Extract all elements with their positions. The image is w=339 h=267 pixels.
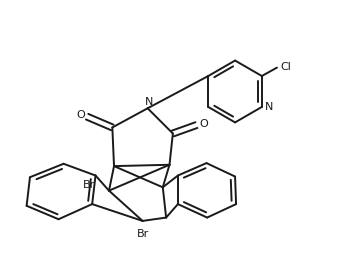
Text: Br: Br: [83, 180, 96, 190]
Text: N: N: [265, 102, 274, 112]
Text: Cl: Cl: [280, 62, 291, 72]
Text: O: O: [76, 110, 85, 120]
Text: O: O: [199, 119, 208, 129]
Text: Br: Br: [137, 229, 149, 239]
Text: N: N: [144, 97, 153, 107]
